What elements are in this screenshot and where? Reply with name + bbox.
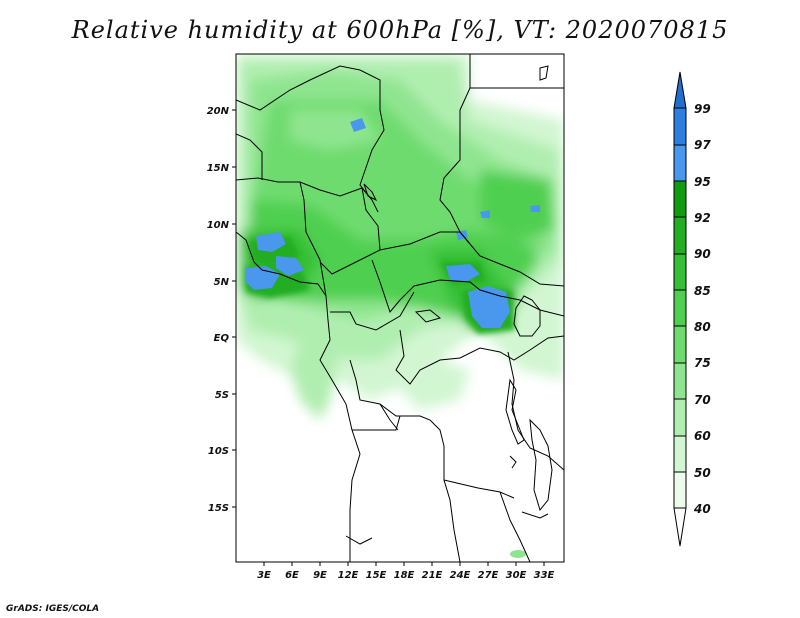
lat-label: 10N [207, 220, 230, 231]
colorbar-label: 99 [694, 102, 711, 116]
colorbar-segment [673, 107, 687, 146]
country-borders [236, 54, 564, 562]
map-title: Relative humidity at 600hPa [%], VT: 202… [71, 16, 729, 44]
lat-label: EQ [214, 333, 230, 344]
colorbar-label: 90 [694, 247, 711, 261]
lon-label: 6E [285, 570, 299, 581]
colorbar-label: 60 [694, 429, 711, 443]
colorbar-segment [673, 144, 687, 182]
lon-label: 9E [313, 570, 327, 581]
lon-label: 30E [506, 570, 527, 581]
colorbar-label: 50 [694, 466, 711, 480]
lat-label: 5N [214, 277, 230, 288]
lon-ticks [263, 562, 545, 566]
lat-label: 15S [208, 503, 229, 514]
colorbar-segment [673, 398, 687, 437]
colorbar-label: 97 [694, 138, 711, 152]
lon-labels: 3E 6E 9E 12E 15E 18E 21E 24E 27E 30E 33E [257, 570, 554, 581]
colorbar-top-arrow [673, 71, 687, 109]
colorbar-segment [673, 471, 687, 509]
lat-ticks [232, 109, 236, 508]
lat-label: 15N [207, 163, 230, 174]
colorbar-segment [673, 180, 687, 218]
lon-label: 27E [478, 570, 499, 581]
lat-label: 10S [208, 446, 229, 457]
colorbar-label: 85 [694, 284, 711, 298]
colorbar-segment [673, 435, 687, 473]
colorbar-segment [673, 289, 687, 327]
colorbar [673, 71, 687, 547]
colorbar-label: 70 [694, 393, 711, 407]
lat-label: 5S [215, 390, 229, 401]
lat-labels: 20N 15N 10N 5N EQ 5S 10S 15S [207, 106, 230, 514]
lat-label: 20N [207, 106, 230, 117]
lon-label: 24E [450, 570, 471, 581]
lon-label: 18E [394, 570, 415, 581]
lon-label: 21E [422, 570, 443, 581]
colorbar-segment [673, 253, 687, 291]
colorbar-bottom-arrow [673, 507, 687, 547]
grads-credit: GrADS: IGES/COLA [6, 604, 100, 614]
colorbar-label: 80 [694, 320, 711, 334]
lon-label: 33E [534, 570, 555, 581]
lon-label: 12E [338, 570, 359, 581]
colorbar-segment [673, 325, 687, 364]
lon-label: 3E [257, 570, 271, 581]
humidity-field [236, 54, 564, 562]
map-frame [235, 53, 565, 563]
colorbar-label: 92 [694, 211, 711, 225]
lon-label: 15E [366, 570, 387, 581]
colorbar-segment [673, 362, 687, 400]
colorbar-label: 75 [694, 356, 711, 370]
colorbar-segment [673, 216, 687, 255]
colorbar-label: 40 [693, 502, 711, 516]
colorbar-label: 95 [694, 175, 711, 189]
colorbar-labels: 99 97 95 92 90 85 80 75 70 60 50 40 [693, 102, 711, 516]
